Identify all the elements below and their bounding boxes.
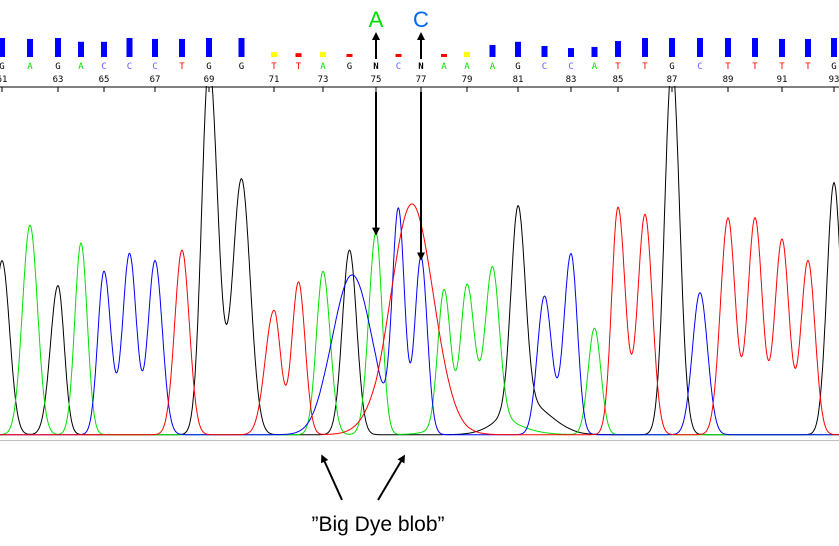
- base-call-93: G: [831, 62, 836, 72]
- tick-label-77: 77: [416, 75, 427, 85]
- tick-label-79: 79: [462, 75, 473, 85]
- base-call-68: T: [179, 62, 185, 72]
- quality-bar-91: [779, 38, 785, 57]
- tick-label-75: 75: [371, 75, 382, 85]
- tick-label-63: 63: [53, 75, 64, 85]
- corrected-call-a: A: [369, 7, 384, 32]
- base-call-64: A: [78, 62, 84, 72]
- base-call-81: G: [515, 62, 520, 72]
- base-call-89: T: [725, 62, 731, 72]
- tick-label-73: 73: [318, 75, 329, 85]
- base-call-82: C: [542, 62, 547, 72]
- quality-bar-80: [489, 45, 496, 57]
- quality-bar-66: [126, 38, 133, 57]
- base-call-63: G: [55, 62, 60, 72]
- base-call-80: A: [490, 62, 496, 72]
- base-call-72: T: [296, 62, 302, 72]
- quality-bar-90: [752, 38, 758, 57]
- tick-label-71: 71: [269, 75, 280, 85]
- position-ticks: 61 63 65 67 69 71 73 75 77 79 81 83 85 87 89 91 93: [0, 75, 839, 92]
- caption-big-dye-blob: ”Big Dye blob”: [311, 513, 444, 536]
- tick-label-69: 69: [204, 75, 215, 85]
- tick-label-65: 65: [99, 75, 110, 85]
- base-call-88: C: [697, 62, 702, 72]
- quality-bar-85: [615, 41, 621, 57]
- quality-bar-83: [568, 48, 574, 57]
- base-call-73: A: [320, 62, 326, 72]
- base-call-67: C: [152, 62, 157, 72]
- tick-label-81: 81: [513, 75, 524, 85]
- quality-bar-68: [179, 38, 185, 57]
- quality-bar-65: [101, 41, 107, 57]
- tick-label-85: 85: [613, 75, 624, 85]
- base-call-86: T: [642, 62, 648, 72]
- quality-bar-93: [831, 38, 837, 57]
- base-call-84: A: [592, 62, 598, 72]
- base-call-76: C: [396, 62, 401, 72]
- base-call-66: C: [127, 62, 132, 72]
- quality-bar-67: [152, 38, 158, 57]
- base-call-92: T: [805, 62, 811, 72]
- base-call-74: G: [347, 62, 352, 72]
- quality-bar-73: [320, 51, 326, 57]
- base-call-78: A: [441, 62, 447, 72]
- base-call-62: A: [27, 62, 33, 72]
- quality-bar-87: [669, 38, 675, 57]
- base-call-61: G: [0, 62, 5, 72]
- quality-bar-76: [395, 53, 402, 57]
- trace-red-t: [0, 203, 839, 436]
- tick-label-67: 67: [150, 75, 161, 85]
- base-call-71: T: [271, 62, 277, 72]
- quality-bar-78: [441, 53, 447, 57]
- base-call-69: G: [206, 62, 211, 72]
- base-call-70: G: [239, 62, 244, 72]
- tick-label-91: 91: [777, 75, 788, 85]
- base-call-83: C: [568, 62, 573, 72]
- tick-label-61: 61: [0, 75, 7, 85]
- quality-bar-82: [541, 45, 548, 57]
- base-call-90: T: [752, 62, 758, 72]
- base-call-77: N: [418, 62, 423, 72]
- tick-label-89: 89: [723, 75, 734, 85]
- base-call-65: C: [101, 62, 106, 72]
- quality-bar-71: [271, 52, 277, 57]
- base-call-75: N: [373, 62, 378, 72]
- base-call-85: T: [615, 62, 621, 72]
- quality-bars: [0, 38, 837, 57]
- base-call-91: T: [779, 62, 785, 72]
- quality-bar-88: [697, 38, 703, 57]
- quality-bar-70: [238, 38, 245, 57]
- tick-label-93: 93: [829, 75, 839, 85]
- quality-bar-62: [27, 38, 33, 57]
- quality-bar-64: [78, 41, 84, 57]
- blob-arrow-1: [321, 454, 343, 501]
- quality-bar-86: [642, 38, 648, 57]
- tick-label-83: 83: [566, 75, 577, 85]
- quality-bar-72: [295, 53, 302, 57]
- trace-black-g: [0, 86, 839, 436]
- quality-bar-61: [0, 38, 5, 57]
- tick-label-87: 87: [667, 75, 678, 85]
- quality-bar-84: [591, 46, 598, 57]
- corrected-call-c: C: [413, 7, 429, 32]
- quality-bar-79: [464, 51, 470, 57]
- quality-bar-92: [805, 38, 811, 57]
- annotations: A C ”Big Dye blob”: [311, 7, 444, 536]
- quality-bar-69: [206, 38, 212, 57]
- blob-arrow-2: [377, 454, 406, 501]
- quality-bar-74: [346, 53, 353, 57]
- base-call-79: A: [464, 62, 470, 72]
- quality-bar-63: [55, 38, 61, 57]
- traces: [0, 86, 839, 436]
- quality-bar-89: [725, 38, 731, 57]
- quality-bar-81: [515, 41, 521, 57]
- base-call-87: G: [669, 62, 674, 72]
